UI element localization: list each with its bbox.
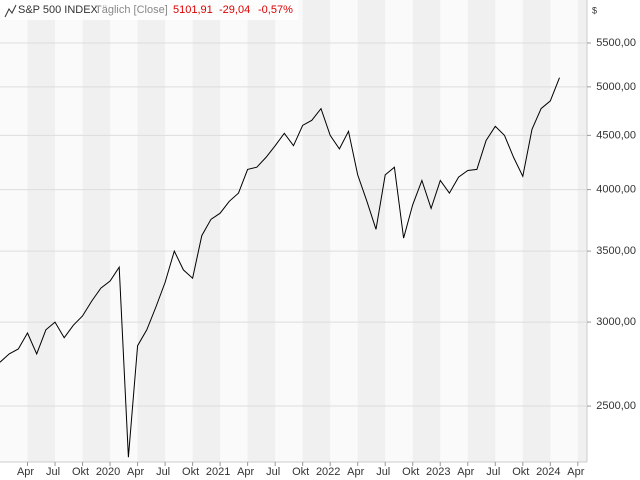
chart-subtitle: Täglich [Close]	[95, 4, 168, 16]
chart-title: S&P 500 INDEX	[18, 4, 99, 16]
x-tick-label: Apr	[237, 466, 254, 478]
x-tick-label: Okt	[512, 466, 529, 478]
x-tick-label: Apr	[17, 466, 34, 478]
last-price: 5101,91	[173, 4, 213, 16]
band	[357, 0, 386, 462]
x-tick-label: 2021	[206, 466, 230, 478]
band	[27, 0, 56, 462]
band	[247, 0, 276, 462]
x-tick-label: 2022	[316, 466, 340, 478]
change: -29,04	[219, 4, 250, 16]
y-tick-label: 5000,00	[596, 81, 636, 93]
x-tick-label: Jul	[266, 466, 280, 478]
band	[412, 0, 441, 462]
x-tick-label: Okt	[292, 466, 309, 478]
band	[577, 0, 587, 462]
y-tick-label: 3000,00	[596, 316, 636, 328]
x-tick-label: 2023	[426, 466, 450, 478]
change-pct: -0,57%	[258, 4, 293, 16]
price-line	[0, 77, 560, 458]
band	[467, 0, 496, 462]
x-tick-label: Okt	[72, 466, 89, 478]
x-tick-label: Okt	[402, 466, 419, 478]
x-tick-label: Jul	[376, 466, 390, 478]
x-tick-label: 2024	[536, 466, 560, 478]
x-tick-label: Apr	[457, 466, 474, 478]
y-tick-label: 2500,00	[596, 400, 636, 412]
x-tick-label: Jul	[46, 466, 60, 478]
y-tick-label: 3500,00	[596, 245, 636, 257]
band	[192, 0, 221, 462]
x-tick-label: Jul	[156, 466, 170, 478]
x-tick-label: Apr	[347, 466, 364, 478]
x-tick-label: Jul	[486, 466, 500, 478]
header-bg	[0, 0, 298, 20]
y-axis-label: $	[592, 5, 597, 15]
y-tick-label: 5500,00	[596, 37, 636, 49]
y-tick-label: 4500,00	[596, 129, 636, 141]
x-tick-label: 2020	[96, 466, 120, 478]
x-tick-label: Apr	[127, 466, 144, 478]
x-tick-label: Apr	[567, 466, 584, 478]
band	[137, 0, 166, 462]
band	[82, 0, 111, 462]
band	[302, 0, 331, 462]
line-icon	[4, 4, 17, 18]
x-tick-label: Okt	[182, 466, 199, 478]
y-tick-label: 4000,00	[596, 184, 636, 196]
band	[522, 0, 551, 462]
